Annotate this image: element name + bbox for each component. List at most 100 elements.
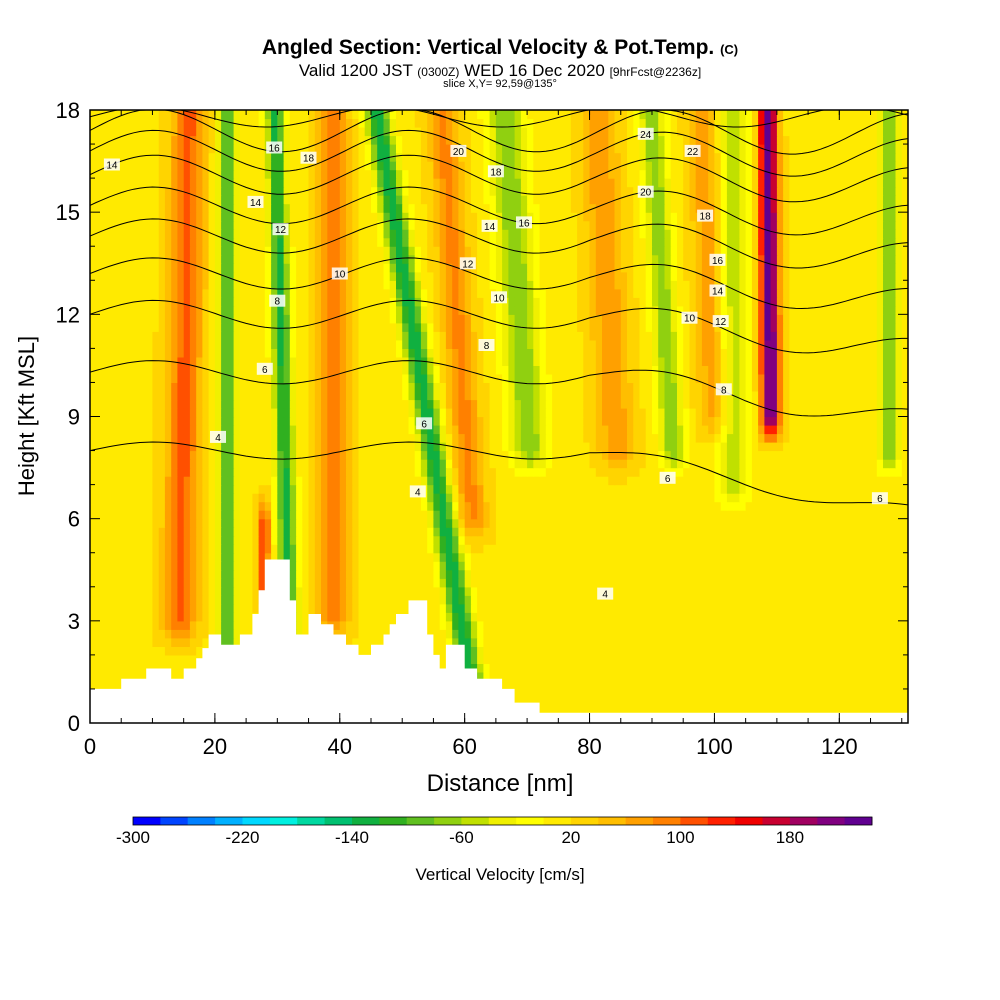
field-cell [658,552,665,562]
field-cell [389,501,397,511]
field-cell [183,612,191,622]
field-cell [377,637,384,647]
field-cell [770,416,778,426]
field-cell [652,706,659,716]
field-cell [645,408,653,418]
field-cell [764,671,772,681]
field-cell [420,518,428,528]
field-cell [708,620,715,630]
field-cell [396,561,403,571]
field-cell [770,586,778,596]
field-cell [358,646,366,656]
field-cell [783,399,790,409]
field-cell [352,467,360,477]
field-cell [289,442,297,452]
field-cell [346,399,353,409]
field-cell [489,654,497,664]
field-cell [751,552,759,562]
field-cell [158,663,166,673]
field-cell [377,527,384,537]
field-cell [708,408,715,418]
field-cell [539,527,547,537]
field-cell [664,518,672,528]
field-cell [751,527,759,537]
field-cell [620,688,628,698]
field-cell [208,603,216,613]
field-cell [164,527,172,537]
field-cell [464,518,472,528]
field-cell [189,518,197,528]
field-cell [371,433,378,443]
field-cell [239,416,247,426]
field-cell [358,637,366,647]
field-cell [108,629,116,639]
field-cell [452,586,459,596]
field-cell [239,612,247,622]
field-cell [845,459,853,469]
field-cell [208,629,216,639]
field-cell [96,603,103,613]
field-cell [845,629,853,639]
field-cell [420,501,428,511]
field-cell [402,544,409,554]
field-cell [439,595,447,605]
field-cell [901,535,908,545]
field-cell [602,612,609,622]
field-cell [396,433,403,443]
field-cell [558,399,566,409]
field-cell [108,535,116,545]
field-cell [171,518,178,528]
field-cell [140,501,147,511]
field-cell [171,416,178,426]
field-cell [577,654,584,664]
field-cell [770,595,778,605]
field-cell [801,510,809,520]
field-cell [658,399,665,409]
field-cell [445,484,453,494]
field-cell [677,552,684,562]
field-cell [789,433,797,443]
field-cell [477,527,484,537]
field-cell [701,646,709,656]
field-cell [133,612,141,622]
field-cell [427,476,434,486]
field-cell [527,399,534,409]
field-cell [439,501,447,511]
field-cell [158,578,166,588]
field-cell [733,612,740,622]
field-cell [108,544,116,554]
field-cell [564,459,572,469]
field-cell [589,688,597,698]
field-cell [458,510,466,520]
field-cell [115,433,122,443]
field-cell [720,697,728,707]
field-cell [271,450,278,460]
field-cell [327,408,335,418]
field-cell [464,433,472,443]
field-cell [633,450,641,460]
field-cell [677,637,684,647]
field-cell [814,535,822,545]
field-cell [189,535,197,545]
field-cell [514,595,522,605]
field-cell [396,476,403,486]
field-cell [808,518,815,528]
field-cell [745,459,753,469]
field-cell [776,612,784,622]
field-cell [533,680,541,690]
field-cell [758,408,765,418]
field-cell [158,561,166,571]
field-cell [133,654,141,664]
field-cell [783,527,790,537]
field-cell [677,535,684,545]
field-cell [296,629,303,639]
field-cell [402,484,409,494]
field-cell [714,476,722,486]
field-cell [146,535,153,545]
field-cell [183,620,191,630]
field-cell [901,527,908,537]
field-cell [639,680,647,690]
field-cell [595,484,603,494]
field-cell [189,569,197,579]
field-cell [121,527,128,537]
